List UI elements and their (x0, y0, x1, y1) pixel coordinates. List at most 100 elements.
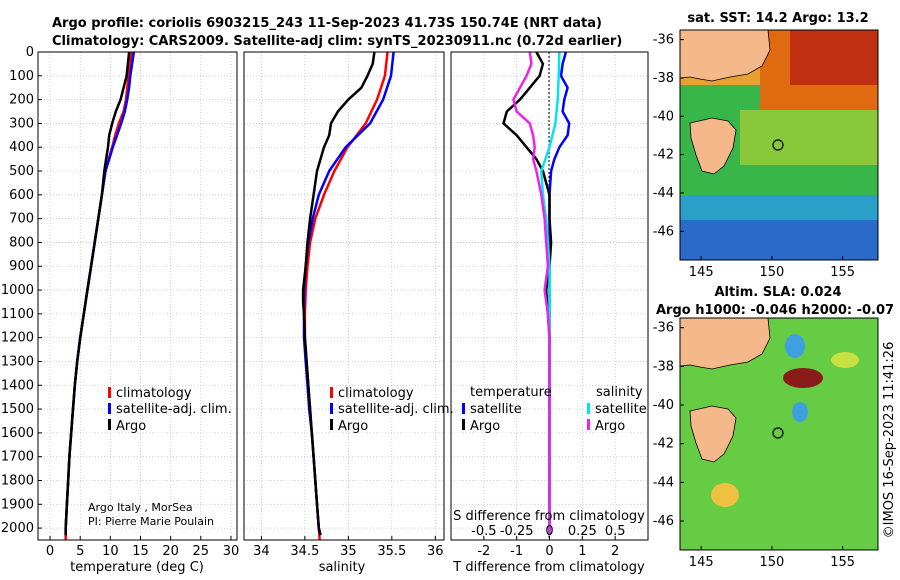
series-line-temperature-satellite (548, 51, 571, 536)
lon-tick-label: 145 (689, 555, 714, 570)
lat-tick-label: -40 (653, 109, 674, 124)
sla-field (680, 318, 878, 550)
legend-swatch-satellite-adj (330, 403, 333, 414)
y-tick-label: 1100 (1, 307, 34, 322)
lat-tick-label: -46 (653, 224, 674, 239)
legend-label-argo: Argo (116, 419, 146, 434)
top-tick-label: -0.25 (500, 524, 534, 539)
sst-coldest-water (680, 220, 878, 260)
legend-label-sal-argo: Argo (595, 419, 625, 434)
difference-series (502, 51, 571, 536)
figure-subtitle: Climatology: CARS2009. Satellite-adj cli… (52, 34, 622, 49)
difference-x-ticks: -2 -1 0 1 2 (477, 536, 619, 559)
sst-map-title: sat. SST: 14.2 Argo: 13.2 (687, 11, 868, 26)
legend-label-climatology: climatology (116, 386, 192, 401)
legend-swatch-temp-satellite (462, 403, 465, 414)
x-tick-label: 2 (611, 544, 619, 559)
top-tick-label: 0 (545, 524, 553, 539)
legend-label-temp-argo: Argo (470, 419, 500, 434)
lat-tick-label: -42 (653, 437, 674, 452)
legend-swatch-climatology (330, 387, 333, 398)
x-tick-label: 30 (223, 544, 240, 559)
depth-y-ticks: 0 100 200 300 400 500 600 700 800 900 1000 1100 1200… (1, 45, 42, 536)
tasmania (689, 405, 737, 463)
imos-credit: ©IMOS 16-Sep-2023 11:41:26 (882, 342, 897, 539)
y-tick-label: 1500 (1, 402, 34, 417)
sla-moderate-anomaly (831, 352, 859, 368)
lat-tick-label: -36 (653, 321, 674, 336)
legend-label-temp-satellite: satellite (470, 402, 522, 417)
sst-mid-water (740, 110, 878, 165)
y-tick-label: 600 (9, 188, 34, 203)
temperature-series (64, 51, 136, 540)
sla-lat-ticks: -36 -38 -40 -42 -44 -46 (653, 321, 684, 529)
temperature-legend: climatology satellite-adj. clim. Argo (108, 386, 232, 434)
mainland-coast (680, 318, 771, 370)
lat-tick-label: -40 (653, 398, 674, 413)
y-tick-label: 800 (9, 235, 34, 250)
temperature-x-label: temperature (deg C) (70, 560, 204, 575)
temperature-panel: 0 5 10 15 20 25 30 0 100 200 300 400 500 600 700 800 90… (1, 45, 239, 575)
y-tick-label: 1200 (1, 331, 34, 346)
x-tick-label: 15 (132, 544, 149, 559)
float-position-marker (772, 427, 784, 439)
y-tick-label: 700 (9, 212, 34, 227)
y-tick-label: 400 (9, 140, 34, 155)
salinity-difference-label: S difference from climatology (453, 509, 645, 524)
legend-swatch-sal-argo (587, 419, 590, 430)
salinity-panel: 34 34.5 35 35.5 36 salinity climatology sate… (243, 51, 454, 575)
lat-tick-label: -44 (653, 186, 674, 201)
legend-swatch-temp-argo (462, 419, 465, 430)
legend-label-satellite-adj: satellite-adj. clim. (116, 402, 232, 417)
lat-tick-label: -38 (653, 71, 674, 86)
salinity-series (301, 51, 395, 541)
y-tick-label: 500 (9, 164, 34, 179)
sla-lon-ticks: 145 150 155 (689, 546, 855, 570)
lon-tick-label: 150 (760, 265, 785, 280)
series-line-argo (301, 51, 376, 536)
x-tick-label: 0 (545, 544, 553, 559)
series-line-satellite-adj-clim (64, 51, 136, 536)
lon-tick-label: 150 (760, 555, 785, 570)
x-tick-label: 1 (578, 544, 586, 559)
figure-title: Argo profile: coriolis 6903215_243 11-Se… (52, 16, 602, 31)
x-tick-label: 36 (427, 544, 444, 559)
x-tick-label: 5 (76, 544, 84, 559)
sst-lat-ticks: -36 -38 -40 -42 -44 -46 (653, 33, 684, 239)
legend-swatch-satellite-adj (108, 403, 111, 414)
x-tick-label: 34.5 (290, 544, 319, 559)
x-tick-label: 20 (162, 544, 179, 559)
x-tick-label: 25 (193, 544, 210, 559)
y-tick-label: 1000 (1, 283, 34, 298)
sla-map-frame (679, 317, 879, 551)
legend-label-satellite-adj: satellite-adj. clim. (338, 402, 454, 417)
sst-map-frame (679, 29, 879, 261)
x-tick-label: -2 (477, 544, 490, 559)
y-tick-label: 1400 (1, 378, 34, 393)
y-tick-label: 1600 (1, 426, 34, 441)
y-tick-label: 900 (9, 259, 34, 274)
temperature-frame (37, 51, 238, 541)
difference-legend: temperature salinity satellite Argo sate… (462, 385, 647, 434)
series-line-salinity-argo (512, 51, 551, 536)
salinity-x-ticks: 34 34.5 35 35.5 36 (253, 536, 444, 559)
temperature-grid (38, 51, 237, 540)
sla-map: Altim. SLA: 0.024 Argo h1000: -0.046 h20… (653, 285, 894, 570)
pi-credit: PI: Pierre Marie Poulain (88, 515, 214, 528)
legend-label-argo: Argo (338, 419, 368, 434)
lat-tick-label: -46 (653, 514, 674, 529)
y-tick-label: 1800 (1, 473, 34, 488)
x-tick-label: 10 (102, 544, 119, 559)
legend-swatch-climatology (108, 387, 111, 398)
lat-tick-label: -36 (653, 33, 674, 48)
lat-tick-label: -42 (653, 148, 674, 163)
sst-field (680, 30, 878, 260)
sst-lon-ticks: 145 150 155 (689, 256, 855, 280)
y-tick-label: 0 (26, 45, 34, 60)
x-tick-label: 35.5 (377, 544, 406, 559)
sla-map-title: Altim. SLA: 0.024 (715, 285, 842, 300)
lon-tick-label: 155 (830, 265, 855, 280)
lat-tick-label: -44 (653, 475, 674, 490)
series-line-climatology (303, 51, 389, 541)
